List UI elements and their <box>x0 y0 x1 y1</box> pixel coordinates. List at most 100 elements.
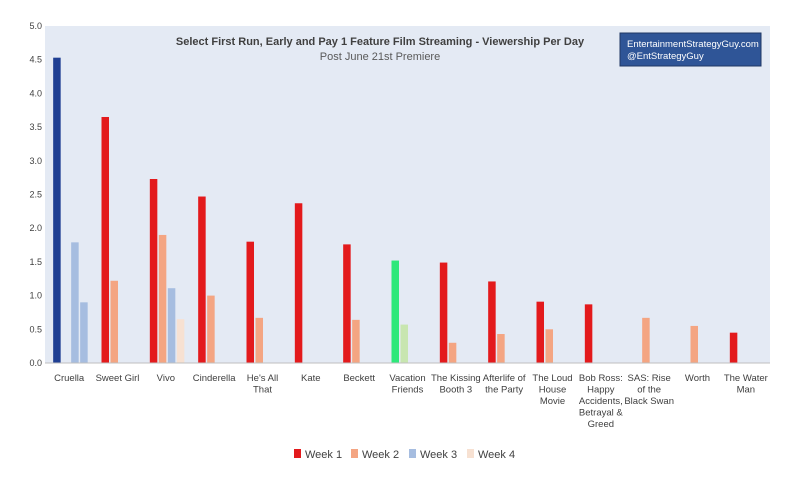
y-tick-label: 0.0 <box>29 358 42 368</box>
x-tick-label-line: Happy <box>587 385 615 396</box>
x-tick-label-line: Friends <box>392 385 424 396</box>
bar <box>101 116 109 364</box>
x-tick-label: Beckett <box>343 373 375 384</box>
legend: Week 1 Week 2 Week 3 Week 4 <box>294 449 515 461</box>
bar <box>176 319 185 363</box>
x-tick-label-line: He's All <box>247 373 278 384</box>
x-tick-label-line: Black Swan <box>624 396 674 407</box>
x-tick-label-line: The Kissing <box>431 373 481 384</box>
bars <box>53 57 738 364</box>
credit-handle: @EntStrategyGuy <box>627 51 704 62</box>
bar <box>294 203 303 363</box>
bar <box>158 234 167 363</box>
x-tick-label: The Water Man <box>724 373 768 396</box>
bar <box>198 196 206 363</box>
x-tick-label: Sweet Girl <box>96 373 140 384</box>
y-tick-label: 4.5 <box>29 55 42 65</box>
bar <box>207 295 215 363</box>
x-tick-label: Vacation Friends <box>389 373 425 396</box>
x-tick-label: Cinderella <box>193 373 236 384</box>
bar <box>497 334 505 363</box>
bar <box>391 260 399 363</box>
legend-label: Week 4 <box>478 449 515 461</box>
x-tick-label-line: Sweet Girl <box>96 373 140 384</box>
legend-label: Week 2 <box>362 449 399 461</box>
x-tick-label-line: Bob Ross: <box>579 373 623 384</box>
x-tick-label: SAS: Rise of the Black Swan <box>624 373 674 407</box>
bar <box>343 244 351 363</box>
y-tick-label: 2.5 <box>29 190 42 200</box>
bar <box>545 329 553 363</box>
x-tick-label-line: Man <box>737 385 755 396</box>
bar <box>110 280 118 363</box>
x-tick-label-line: Booth 3 <box>439 385 472 396</box>
y-tick-label: 4.0 <box>29 88 42 98</box>
x-tick-label: Vivo <box>157 373 175 384</box>
y-tick-label: 2.0 <box>29 223 42 233</box>
y-axis-ticks: 0.0 0.5 1.0 1.5 2.0 2.5 3.0 3.5 4.0 4.5 5.0 <box>29 21 42 368</box>
x-tick-label: He's All That <box>247 373 278 396</box>
legend-swatch <box>351 449 358 458</box>
legend-swatch <box>467 449 474 458</box>
credit-website: EntertainmentStrategyGuy.com <box>627 39 759 50</box>
x-tick-label-line: Movie <box>540 396 565 407</box>
y-tick-label: 1.5 <box>29 257 42 267</box>
x-tick-label-line: Vivo <box>157 373 175 384</box>
x-tick-label-line: Betrayal & <box>579 408 623 419</box>
bar <box>80 302 88 363</box>
x-tick-label-line: the Party <box>485 385 523 396</box>
x-tick-label: Cruella <box>54 373 85 384</box>
bar <box>149 179 158 363</box>
x-tick-label: Afterlife of the Party <box>483 373 526 396</box>
x-tick-label: Bob Ross: Happy Accidents, Betrayal & Greed <box>579 373 623 430</box>
y-tick-label: 3.5 <box>29 122 42 132</box>
bar <box>690 325 698 363</box>
x-tick-label: Worth <box>685 373 710 384</box>
bar <box>71 242 79 363</box>
bar <box>400 324 408 363</box>
legend-label: Week 1 <box>305 449 342 461</box>
bar <box>488 281 496 363</box>
legend-swatch <box>294 449 301 458</box>
chart-title: Select First Run, Early and Pay 1 Featur… <box>176 36 585 48</box>
x-axis-labels: Cruella Sweet Girl Vivo Cinderella He's All T… <box>54 373 768 430</box>
y-tick-label: 0.5 <box>29 324 42 334</box>
legend-swatch <box>409 449 416 458</box>
x-tick-label-line: That <box>253 385 272 396</box>
x-tick-label-line: Greed <box>588 419 614 430</box>
y-tick-label: 5.0 <box>29 21 42 31</box>
bar <box>448 342 457 363</box>
x-tick-label-line: Cinderella <box>193 373 236 384</box>
bar <box>584 304 593 363</box>
chart-subtitle: Post June 21st Premiere <box>320 51 440 63</box>
bar <box>439 262 448 363</box>
x-tick-label-line: House <box>539 385 566 396</box>
bar <box>167 288 176 363</box>
y-tick-label: 1.0 <box>29 291 42 301</box>
bar <box>53 57 61 364</box>
x-tick-label-line: The Loud <box>532 373 572 384</box>
x-tick-label: The Loud House Movie <box>532 373 572 407</box>
x-tick-label-line: Accidents, <box>579 396 623 407</box>
x-tick-label-line: Vacation <box>389 373 425 384</box>
x-tick-label: The Kissing Booth 3 <box>431 373 481 396</box>
y-tick-label: 3.0 <box>29 156 42 166</box>
bar <box>246 241 254 363</box>
x-tick-label-line: Kate <box>301 373 321 384</box>
x-tick-label: Kate <box>301 373 321 384</box>
x-tick-label-line: Beckett <box>343 373 375 384</box>
bar <box>642 317 650 363</box>
x-tick-label-line: SAS: Rise <box>628 373 671 384</box>
bar <box>352 319 360 363</box>
bar <box>255 317 263 363</box>
x-tick-label-line: Worth <box>685 373 710 384</box>
legend-label: Week 3 <box>420 449 457 461</box>
x-tick-label-line: Afterlife of <box>483 373 526 384</box>
bar <box>536 301 544 363</box>
credit-box: EntertainmentStrategyGuy.com @EntStrateg… <box>619 32 762 67</box>
bar <box>729 332 738 363</box>
x-tick-label-line: The Water <box>724 373 768 384</box>
credit-box-background <box>619 32 762 67</box>
